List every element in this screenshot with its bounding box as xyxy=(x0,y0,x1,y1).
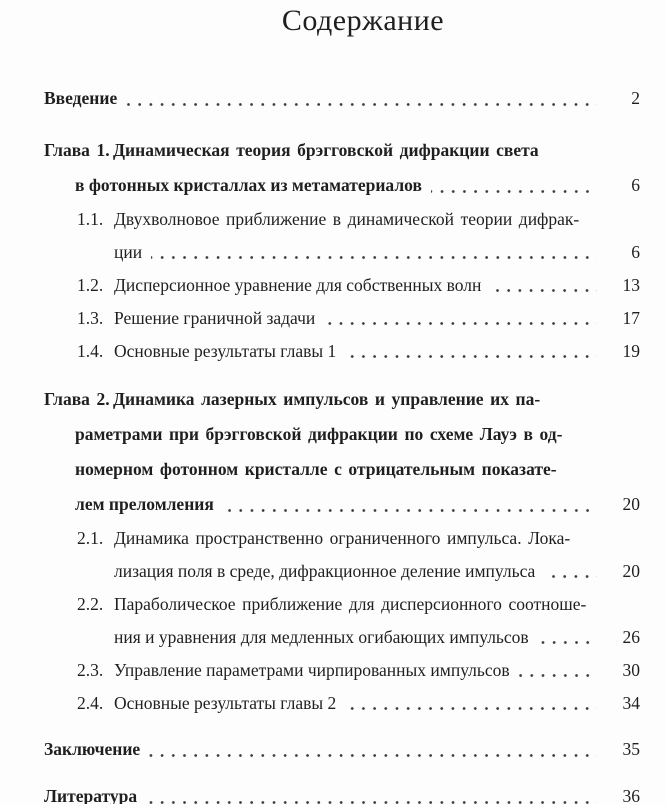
section-number: 1.2. xyxy=(77,275,104,295)
entry-text: ния и уравнения для медленных огибающих … xyxy=(114,627,529,647)
dot-leader xyxy=(336,335,613,368)
toc-entry-line: 1.1. Двухволновое приближение в динамичес… xyxy=(44,203,640,236)
entry-text: Основные результаты главы 2 xyxy=(114,693,337,713)
page-number: 30 xyxy=(622,660,641,680)
toc-entry-line: раметрами при брэгговской дифракции по с… xyxy=(44,417,640,452)
page-number: 36 xyxy=(622,786,641,804)
toc-entry[interactable]: 1.4. Основные результаты главы 1 19 xyxy=(44,335,640,368)
dot-leader xyxy=(481,269,613,302)
entry-text: Основные результаты главы 1 xyxy=(114,341,337,361)
entry-text: лизация поля в среде, дифракционное деле… xyxy=(114,561,536,581)
page-number: 26 xyxy=(622,627,641,647)
toc-entry[interactable]: 1.3. Решение граничной задачи 17 xyxy=(44,302,640,335)
page-number: 6 xyxy=(631,175,640,195)
page-number: 17 xyxy=(622,308,641,328)
page-number: 13 xyxy=(622,275,641,295)
toc-entry-line: лем преломления 20 xyxy=(44,487,640,522)
toc-entry-line: Заключение 35 xyxy=(44,732,640,767)
toc-entry-line: ния и уравнения для медленных огибающих … xyxy=(44,621,640,654)
entry-text: раметрами при брэгговской дифракции по с… xyxy=(75,424,563,444)
toc-entry-line: ции 6 xyxy=(44,236,640,269)
dot-leader xyxy=(137,779,613,804)
toc-entry[interactable]: Глава 2. Динамика лазерных импульсов и уп… xyxy=(44,382,640,522)
toc-entry[interactable]: Литература 36 xyxy=(44,779,640,804)
entry-text: Динамика пространственно ограниченного и… xyxy=(114,528,571,548)
entry-text: номерном фотонном кристалле с отрицатель… xyxy=(75,459,557,479)
entry-text: Динамическая теория брэгговской дифракци… xyxy=(113,140,539,160)
entry-text: Двухволновое приближение в динамической … xyxy=(114,209,580,229)
toc-entry-line: 2.3. Управление параметрами чирпированных… xyxy=(44,654,640,687)
toc-entry-line: 1.3. Решение граничной задачи 17 xyxy=(44,302,640,335)
toc-entry-line: лизация поля в среде, дифракционное деле… xyxy=(44,555,640,588)
toc-entry[interactable]: Введение 2 xyxy=(44,81,640,116)
entry-text: в фотонных кристаллах из метаматериалов xyxy=(75,175,422,195)
section-number: 2.3. xyxy=(77,660,104,680)
dot-leader xyxy=(214,487,613,522)
toc-entry[interactable]: 2.4. Основные результаты главы 2 34 xyxy=(44,687,640,720)
entry-text: Литература xyxy=(44,786,138,804)
toc-entry[interactable]: Заключение 35 xyxy=(44,732,640,767)
dot-leader xyxy=(510,654,613,687)
toc-entry-line: 2.2. Параболическое приближение для диспе… xyxy=(44,588,640,621)
dot-leader xyxy=(142,236,613,269)
toc-entry[interactable]: 2.3. Управление параметрами чирпированных… xyxy=(44,654,640,687)
toc-entry-line: 1.4. Основные результаты главы 1 19 xyxy=(44,335,640,368)
page-number: 19 xyxy=(622,341,641,361)
entry-text: Параболическое приближение для дисперсио… xyxy=(114,594,587,614)
entry-text: Заключение xyxy=(44,739,141,759)
toc-entry-line: 1.2. Дисперсионное уравнение для собствен… xyxy=(44,269,640,302)
toc-entry[interactable]: 2.1. Динамика пространственно ограниченно… xyxy=(44,522,640,588)
entry-text: ции xyxy=(114,242,143,262)
toc-entry-line: Литература 36 xyxy=(44,779,640,804)
toc-entry-line: Глава 1. Динамическая теория брэгговской … xyxy=(44,133,640,168)
page-number: 6 xyxy=(631,242,640,262)
toc-entry[interactable]: 1.2. Дисперсионное уравнение для собствен… xyxy=(44,269,640,302)
section-number: 1.3. xyxy=(77,308,104,328)
entry-text: Динамика лазерных импульсов и управление… xyxy=(113,389,541,409)
dot-leader xyxy=(422,168,613,203)
page-number: 35 xyxy=(622,739,641,759)
dot-leader xyxy=(336,687,613,720)
dot-leader xyxy=(535,555,613,588)
page-number: 20 xyxy=(622,561,641,581)
page-number: 34 xyxy=(622,693,641,713)
toc-entry-line: Введение 2 xyxy=(44,81,640,116)
toc-entry[interactable]: 2.2. Параболическое приближение для диспе… xyxy=(44,588,640,654)
entry-text: Решение граничной задачи xyxy=(114,308,316,328)
dot-leader xyxy=(117,81,613,116)
toc-entry-line: Глава 2. Динамика лазерных импульсов и уп… xyxy=(44,382,640,417)
section-number: 1.4. xyxy=(77,341,104,361)
section-number: 2.4. xyxy=(77,693,104,713)
toc-list: Введение 2 Глава 1. Динамическая теория брэ… xyxy=(44,81,640,804)
page-number: 20 xyxy=(622,494,641,514)
page-number: 2 xyxy=(631,88,640,108)
dot-leader xyxy=(315,302,613,335)
section-number: 1.1. xyxy=(77,209,104,229)
entry-text: Дисперсионное уравнение для собственных … xyxy=(114,275,482,295)
toc-entry-line: 2.1. Динамика пространственно ограниченно… xyxy=(44,522,640,555)
toc-entry-line: в фотонных кристаллах из метаматериалов 6 xyxy=(44,168,640,203)
chapter-label: Глава 2. xyxy=(44,389,110,409)
toc-entry[interactable]: Глава 1. Динамическая теория брэгговской … xyxy=(44,133,640,203)
toc-entry-line: номерном фотонном кристалле с отрицатель… xyxy=(44,452,640,487)
entry-text: Введение xyxy=(44,88,118,108)
page-title: Содержание xyxy=(281,4,445,37)
entry-text: лем преломления xyxy=(75,494,214,514)
toc-entry[interactable]: 1.1. Двухволновое приближение в динамичес… xyxy=(44,203,640,269)
chapter-label: Глава 1. xyxy=(44,140,110,160)
section-number: 2.1. xyxy=(77,528,104,548)
dot-leader xyxy=(140,732,613,767)
section-number: 2.2. xyxy=(77,594,104,614)
toc-entry-line: 2.4. Основные результаты главы 2 34 xyxy=(44,687,640,720)
dot-leader xyxy=(529,621,613,654)
entry-text: Управление параметрами чирпированных имп… xyxy=(114,660,510,680)
